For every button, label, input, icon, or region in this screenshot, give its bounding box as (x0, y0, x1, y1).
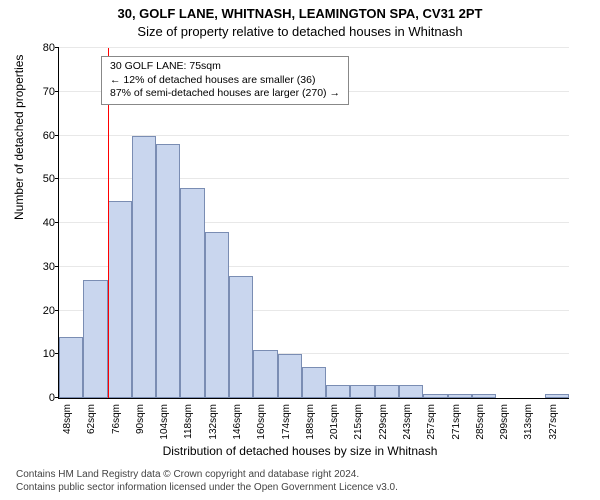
y-tick-mark (55, 91, 59, 92)
y-tick-mark (55, 178, 59, 179)
annotation-box: 30 GOLF LANE: 75sqm ← 12% of detached ho… (101, 56, 349, 105)
x-tick-label: 90sqm (135, 404, 146, 434)
histogram-bar (278, 354, 302, 398)
y-tick-mark (55, 266, 59, 267)
histogram-bar (302, 367, 326, 398)
title-subtitle: Size of property relative to detached ho… (0, 24, 600, 39)
x-tick-label: 201sqm (329, 404, 340, 440)
x-tick-label: 229sqm (378, 404, 389, 440)
y-tick-label: 20 (29, 305, 55, 317)
x-tick-label: 174sqm (281, 404, 292, 440)
x-tick-label: 327sqm (548, 404, 559, 440)
x-tick-label: 132sqm (208, 404, 219, 440)
x-tick-label: 160sqm (256, 404, 267, 440)
x-axis-label: Distribution of detached houses by size … (0, 444, 600, 458)
x-tick-label: 215sqm (353, 404, 364, 440)
x-tick-label: 146sqm (232, 404, 243, 440)
footer-line: Contains HM Land Registry data © Crown c… (16, 468, 398, 481)
y-tick-label: 80 (29, 42, 55, 54)
histogram-bar (253, 350, 277, 398)
histogram-bar (59, 337, 83, 398)
chart-container: 30, GOLF LANE, WHITNASH, LEAMINGTON SPA,… (0, 0, 600, 500)
y-tick-label: 50 (29, 173, 55, 185)
x-tick-label: 243sqm (402, 404, 413, 440)
y-tick-mark (55, 47, 59, 48)
y-tick-label: 30 (29, 261, 55, 273)
plot-area: 01020304050607080 30 GOLF LANE: 75sqm ← … (58, 48, 569, 399)
x-tick-label: 48sqm (62, 404, 73, 434)
x-tick-label: 62sqm (86, 404, 97, 434)
annotation-line: ← 12% of detached houses are smaller (36… (110, 74, 340, 88)
histogram-bar (83, 280, 107, 398)
footer-attribution: Contains HM Land Registry data © Crown c… (16, 468, 398, 494)
title-address: 30, GOLF LANE, WHITNASH, LEAMINGTON SPA,… (0, 6, 600, 21)
x-tick-label: 188sqm (305, 404, 316, 440)
histogram-bar (205, 232, 229, 398)
histogram-bar (180, 188, 204, 398)
gridline (59, 47, 569, 48)
x-tick-label: 257sqm (426, 404, 437, 440)
footer-line: Contains public sector information licen… (16, 481, 398, 494)
annotation-line: 30 GOLF LANE: 75sqm (110, 60, 340, 74)
x-tick-label: 271sqm (451, 404, 462, 440)
histogram-bar (229, 276, 253, 399)
x-tick-label: 313sqm (523, 404, 534, 440)
y-tick-mark (55, 222, 59, 223)
histogram-bar (375, 385, 399, 398)
y-tick-label: 40 (29, 217, 55, 229)
histogram-bar (108, 201, 132, 398)
x-tick-label: 299sqm (499, 404, 510, 440)
histogram-bar (399, 385, 423, 398)
y-tick-mark (55, 310, 59, 311)
annotation-line: 87% of semi-detached houses are larger (… (110, 87, 340, 101)
histogram-bar (132, 136, 156, 399)
y-tick-label: 0 (29, 392, 55, 404)
x-tick-label: 285sqm (475, 404, 486, 440)
y-tick-mark (55, 135, 59, 136)
y-tick-label: 60 (29, 130, 55, 142)
x-tick-label: 118sqm (183, 404, 194, 439)
histogram-bar (350, 385, 374, 398)
x-tick-label: 76sqm (111, 404, 122, 434)
x-tick-label: 104sqm (159, 404, 170, 440)
y-axis-label: Number of detached properties (12, 55, 26, 220)
y-tick-label: 10 (29, 348, 55, 360)
histogram-bar (156, 144, 180, 398)
histogram-bar (326, 385, 350, 398)
x-ticks: 48sqm 62sqm 76sqm 90sqm 104sqm 118sqm 132sqm 14… (58, 398, 568, 442)
y-tick-label: 70 (29, 86, 55, 98)
